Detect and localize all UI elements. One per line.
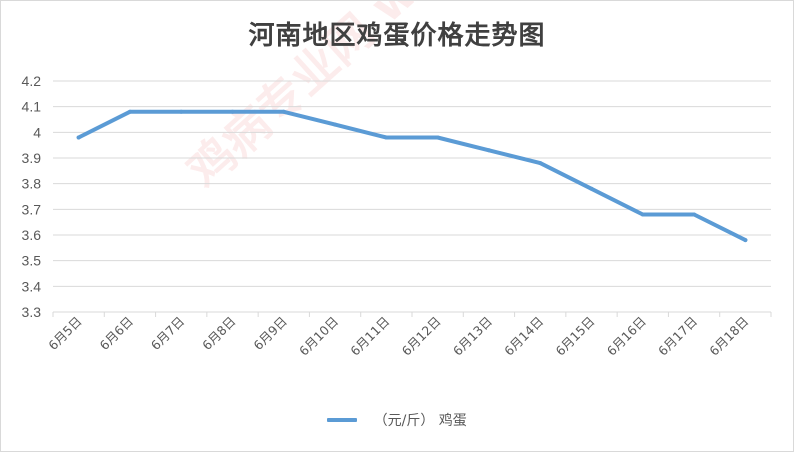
x-tick-label: 6月11日	[347, 314, 392, 359]
x-tick-label: 6月12日	[399, 314, 444, 359]
legend-label: （元/斤） 鸡蛋	[373, 413, 467, 429]
y-tick-label: 4.2	[22, 73, 42, 89]
x-tick-label: 6月18日	[706, 314, 751, 359]
data-point	[179, 109, 184, 114]
legend-swatch	[327, 418, 358, 422]
chart-title: 河南地区鸡蛋价格走势图	[248, 21, 546, 51]
y-axis-tick-labels: 3.3 3.4 3.5 3.6 3.7 3.8 3.9 4 4.1 4.2	[22, 73, 42, 320]
x-tick-label: 6月10日	[296, 314, 341, 359]
series-layer	[76, 109, 748, 243]
y-tick-label: 3.5	[22, 253, 42, 269]
data-point	[230, 109, 235, 114]
y-tick-label: 3.7	[22, 201, 42, 217]
y-tick-label: 4	[33, 124, 41, 140]
data-point	[127, 109, 132, 114]
y-tick-label: 3.3	[22, 304, 42, 320]
y-tick-label: 4.1	[22, 99, 42, 115]
data-point	[692, 212, 697, 217]
data-point	[76, 135, 81, 140]
x-tick-label: 6月9日	[250, 314, 290, 354]
legend: （元/斤） 鸡蛋	[1, 410, 793, 430]
x-axis-tick-labels: 6月5日 6月6日 6月7日 6月8日 6月9日 6月10日 6月11日 6月12日 6月13日…	[45, 314, 751, 359]
data-point	[333, 122, 338, 127]
x-tick-label: 6月15日	[552, 314, 597, 359]
data-point	[281, 109, 286, 114]
x-tick-label: 6月6日	[97, 314, 137, 354]
x-tick-label: 6月8日	[199, 314, 239, 354]
data-point	[589, 186, 594, 191]
y-tick-label: 3.4	[22, 278, 42, 294]
data-point	[486, 148, 491, 153]
x-tick-label: 6月17日	[655, 314, 700, 359]
data-point	[538, 161, 543, 166]
data-point	[640, 212, 645, 217]
data-point	[384, 135, 389, 140]
data-point	[743, 238, 748, 243]
x-tick-label: 6月13日	[450, 314, 495, 359]
x-tick-label: 6月14日	[501, 314, 546, 359]
y-tick-label: 3.6	[22, 227, 42, 243]
x-tick-label: 6月7日	[148, 314, 188, 354]
data-point	[435, 135, 440, 140]
series-line	[76, 109, 748, 243]
x-tick-label: 6月16日	[604, 314, 649, 359]
y-tick-label: 3.9	[22, 150, 42, 166]
gridlines	[52, 80, 772, 317]
y-tick-label: 3.8	[22, 176, 42, 192]
x-tick-label: 6月5日	[45, 314, 85, 354]
